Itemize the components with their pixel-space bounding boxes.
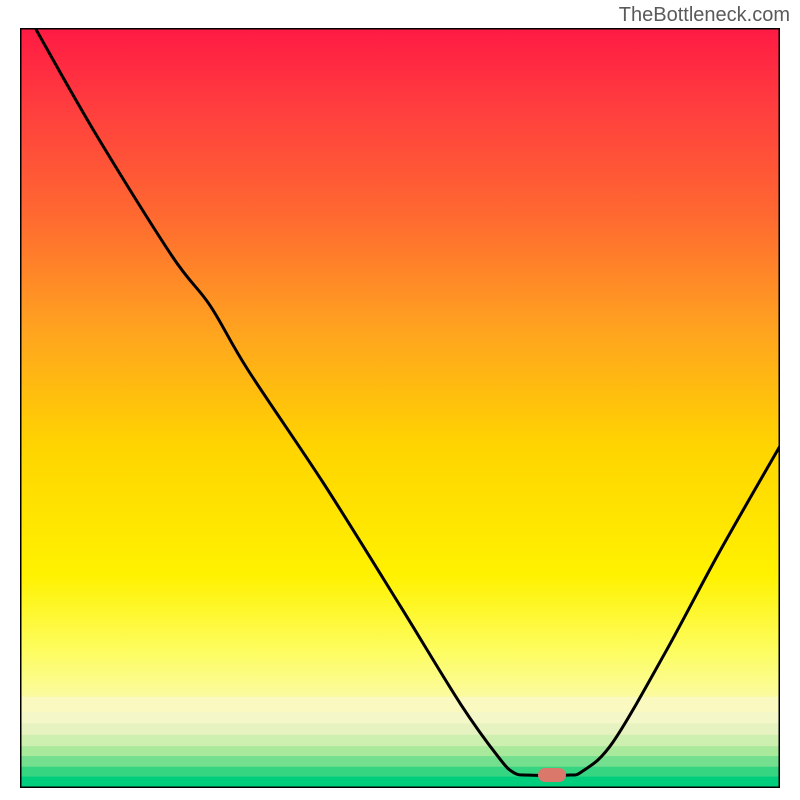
plot-background bbox=[20, 28, 780, 788]
green-bands bbox=[20, 697, 780, 788]
plot-area bbox=[20, 28, 780, 788]
plot-frame bbox=[20, 28, 780, 788]
root: TheBottleneck.com bbox=[0, 0, 800, 800]
optimum-marker bbox=[538, 768, 566, 782]
watermark-text: TheBottleneck.com bbox=[619, 4, 790, 27]
bottleneck-curve bbox=[35, 28, 780, 775]
plot-svg bbox=[20, 28, 780, 788]
